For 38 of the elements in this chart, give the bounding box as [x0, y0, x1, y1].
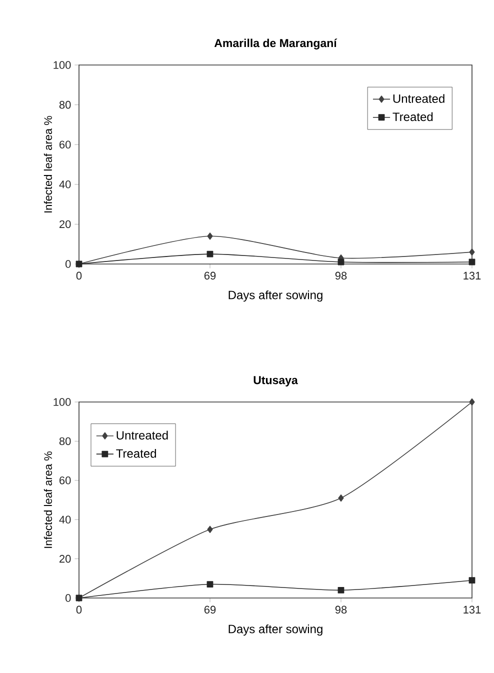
y-tick-label: 60 [60, 476, 71, 484]
y-tick-label: 100 [54, 398, 71, 406]
y-axis-title: Infected leaf area % [44, 451, 52, 548]
chart-title: Utusaya [254, 376, 298, 386]
x-tick-label: 0 [76, 272, 82, 280]
point [469, 398, 475, 406]
x-tick-label: 0 [76, 606, 82, 614]
y-tick-label: 20 [60, 554, 71, 563]
point [207, 232, 213, 240]
y-tick-label: 0 [66, 260, 71, 268]
x-axis-title: Days after sowing [228, 290, 322, 302]
x-tick-label: 69 [204, 606, 216, 614]
legend-label: Treated [392, 112, 433, 122]
point [206, 581, 214, 588]
x-tick-label: 131 [464, 606, 481, 614]
point [469, 248, 475, 256]
point [338, 494, 344, 502]
y-axis-title: Infected leaf area % [44, 116, 52, 212]
y-tick-label: 40 [59, 180, 71, 188]
chart-title: Amarilla de Maranganí [214, 38, 338, 50]
point [468, 577, 476, 584]
legend-label: Untreated [393, 94, 444, 103]
y-tick-label: 40 [59, 516, 71, 524]
x-tick-label: 131 [464, 272, 481, 280]
point [207, 526, 213, 533]
x-axis-title: Days after sowing [228, 624, 322, 636]
legend-label: Untreated [116, 430, 168, 440]
y-tick-label: 20 [60, 220, 71, 228]
x-tick-label: 98 [335, 272, 347, 280]
x-tick-label: 69 [204, 272, 216, 280]
y-tick-label: 60 [60, 140, 71, 148]
point [338, 586, 344, 594]
y-tick-label: 80 [59, 437, 71, 446]
y-tick-label: 0 [66, 594, 71, 602]
y-tick-label: 80 [59, 100, 71, 109]
legend-label: Treated [116, 448, 156, 458]
x-tick-label: 98 [335, 606, 347, 614]
y-tick-label: 100 [54, 61, 71, 69]
